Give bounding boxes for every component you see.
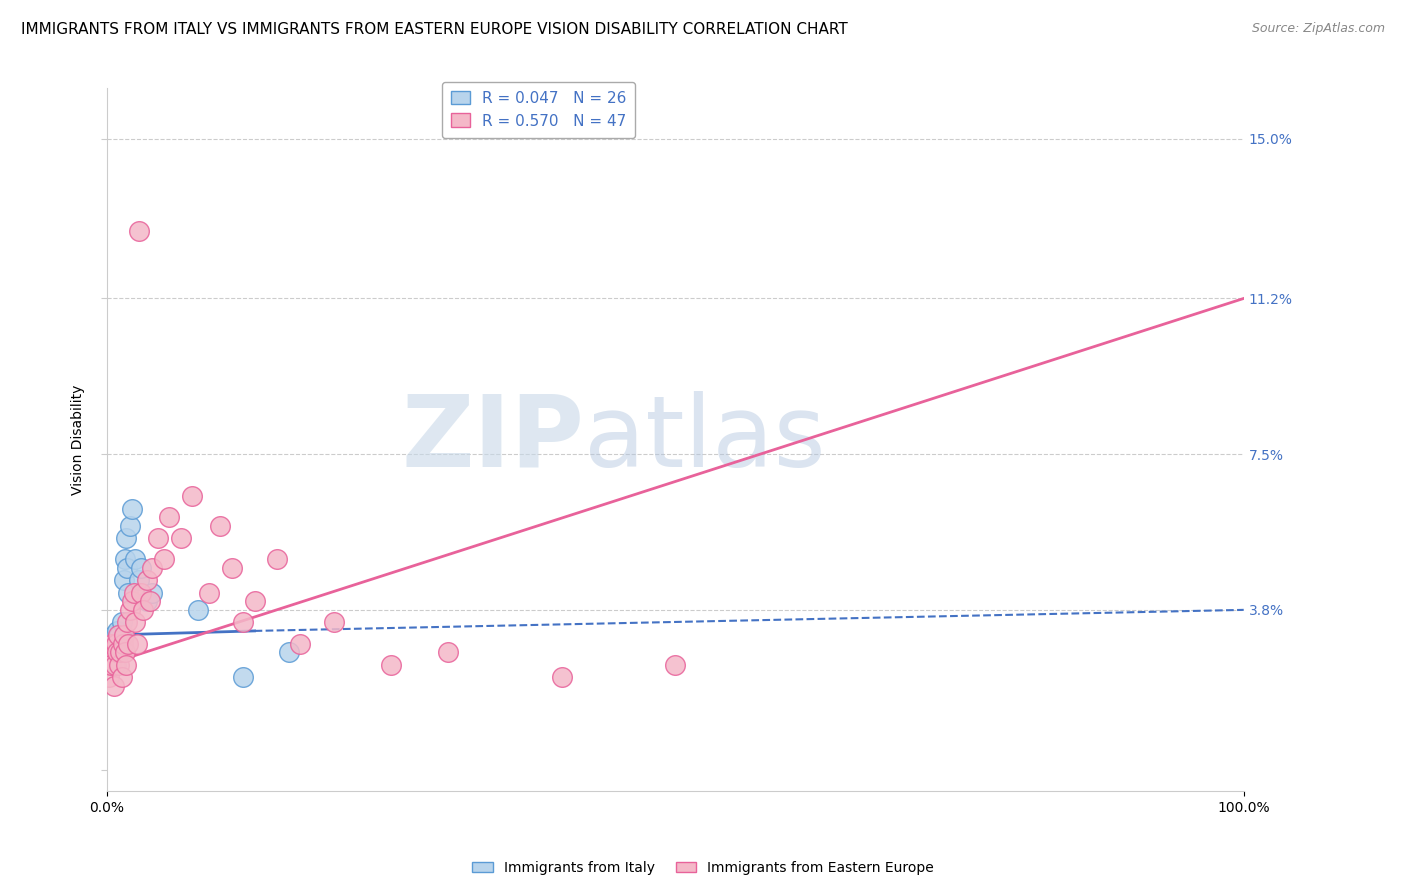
Point	[129, 561, 152, 575]
Point	[277, 645, 299, 659]
Point	[146, 531, 169, 545]
Point	[187, 603, 209, 617]
Point	[115, 531, 138, 545]
Point	[118, 603, 141, 617]
Point	[104, 657, 127, 672]
Point	[97, 657, 120, 672]
Point	[129, 586, 152, 600]
Text: ZIP: ZIP	[401, 391, 585, 488]
Point	[112, 574, 135, 588]
Point	[124, 552, 146, 566]
Point	[104, 649, 127, 664]
Point	[141, 586, 163, 600]
Point	[105, 645, 128, 659]
Point	[104, 657, 127, 672]
Legend: Immigrants from Italy, Immigrants from Eastern Europe: Immigrants from Italy, Immigrants from E…	[467, 855, 939, 880]
Point	[266, 552, 288, 566]
Point	[664, 657, 686, 672]
Point	[101, 636, 124, 650]
Point	[98, 645, 121, 659]
Point	[121, 501, 143, 516]
Text: Source: ZipAtlas.com: Source: ZipAtlas.com	[1251, 22, 1385, 36]
Point	[135, 574, 157, 588]
Point	[209, 518, 232, 533]
Point	[107, 628, 129, 642]
Point	[124, 615, 146, 630]
Point	[110, 670, 132, 684]
Point	[98, 670, 121, 684]
Point	[380, 657, 402, 672]
Point	[104, 636, 127, 650]
Text: IMMIGRANTS FROM ITALY VS IMMIGRANTS FROM EASTERN EUROPE VISION DISABILITY CORREL: IMMIGRANTS FROM ITALY VS IMMIGRANTS FROM…	[21, 22, 848, 37]
Text: atlas: atlas	[585, 391, 825, 488]
Point	[181, 489, 204, 503]
Point	[128, 574, 150, 588]
Point	[100, 657, 122, 672]
Point	[112, 628, 135, 642]
Point	[243, 594, 266, 608]
Point	[118, 518, 141, 533]
Point	[323, 615, 346, 630]
Point	[152, 552, 174, 566]
Point	[288, 636, 311, 650]
Point	[117, 636, 139, 650]
Point	[221, 561, 243, 575]
Point	[105, 624, 128, 638]
Point	[108, 657, 131, 672]
Point	[550, 670, 572, 684]
Point	[121, 594, 143, 608]
Point	[437, 645, 460, 659]
Point	[114, 552, 136, 566]
Point	[139, 594, 162, 608]
Point	[111, 636, 134, 650]
Point	[157, 510, 180, 524]
Point	[141, 561, 163, 575]
Point	[115, 657, 138, 672]
Legend: R = 0.047   N = 26, R = 0.570   N = 47: R = 0.047 N = 26, R = 0.570 N = 47	[441, 81, 636, 137]
Point	[198, 586, 221, 600]
Point	[98, 645, 121, 659]
Point	[115, 561, 138, 575]
Point	[110, 615, 132, 630]
Point	[100, 657, 122, 672]
Point	[114, 645, 136, 659]
Y-axis label: Vision Disability: Vision Disability	[72, 384, 86, 494]
Point	[127, 636, 149, 650]
Point	[110, 645, 132, 659]
Point	[110, 636, 132, 650]
Point	[135, 594, 157, 608]
Point	[103, 628, 125, 642]
Point	[108, 628, 131, 642]
Point	[117, 586, 139, 600]
Point	[101, 636, 124, 650]
Point	[115, 615, 138, 630]
Point	[169, 531, 191, 545]
Point	[122, 586, 145, 600]
Point	[232, 615, 254, 630]
Point	[132, 603, 155, 617]
Point	[103, 679, 125, 693]
Point	[107, 645, 129, 659]
Point	[128, 224, 150, 238]
Point	[232, 670, 254, 684]
